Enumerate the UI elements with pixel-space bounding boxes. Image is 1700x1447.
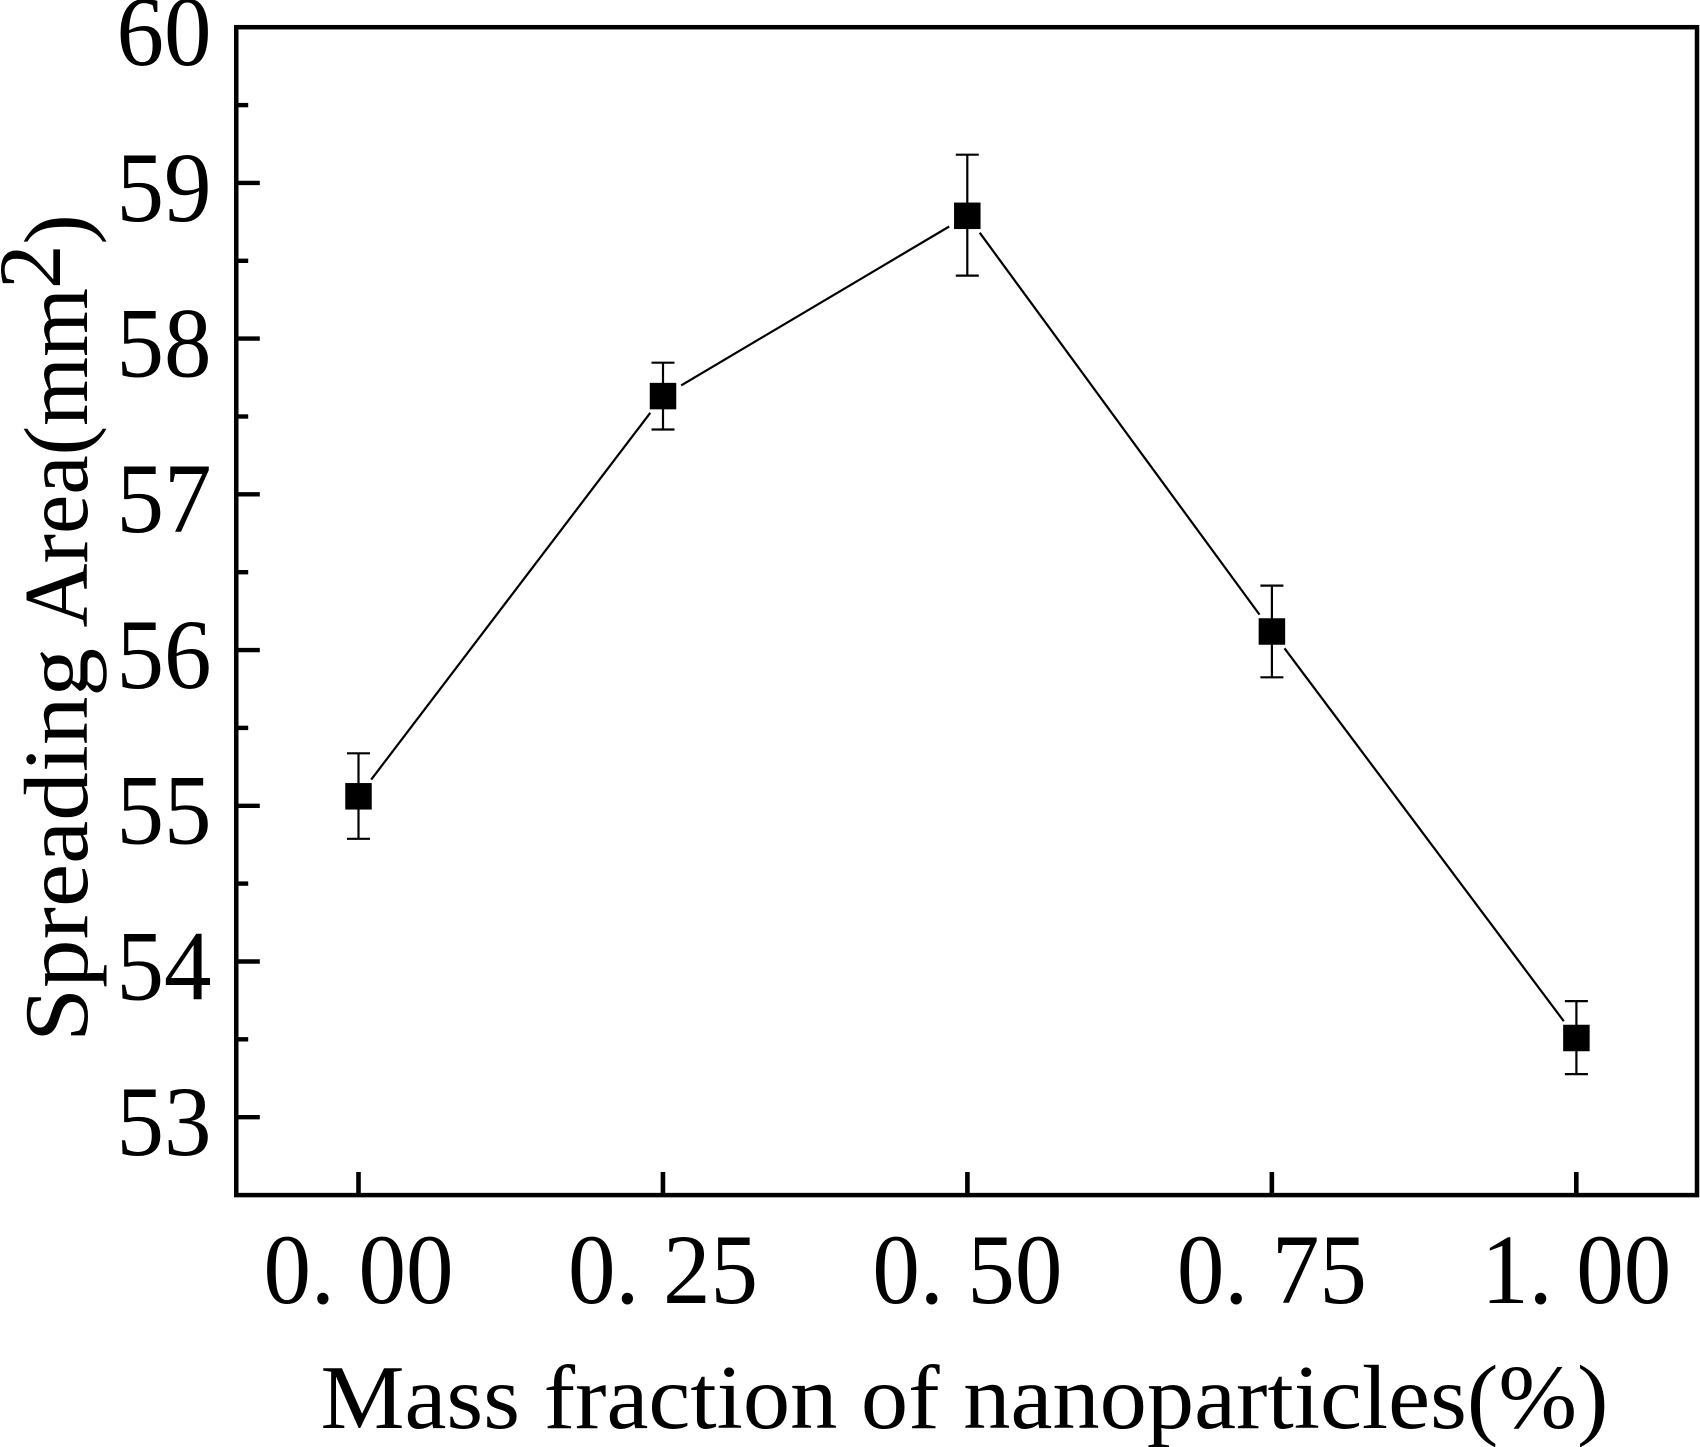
svg-text:0. 00: 0. 00 [264, 1214, 454, 1325]
svg-text:0. 75: 0. 75 [1177, 1214, 1367, 1325]
svg-text:1. 00: 1. 00 [1481, 1214, 1671, 1325]
svg-text:0. 50: 0. 50 [872, 1214, 1062, 1325]
svg-text:): ) [6, 214, 107, 244]
svg-text:Mass fraction of nanoparticles: Mass fraction of nanoparticles(%) [321, 1347, 1609, 1447]
svg-text:56: 56 [117, 599, 212, 710]
svg-text:2: 2 [0, 245, 80, 290]
svg-text:Spreading: Spreading [6, 648, 107, 1042]
svg-text:58: 58 [117, 288, 212, 399]
svg-text:60: 60 [117, 0, 212, 87]
svg-text:57: 57 [117, 443, 212, 554]
svg-text:59: 59 [117, 132, 212, 243]
svg-text:0. 25: 0. 25 [568, 1214, 758, 1325]
svg-text:54: 54 [117, 910, 212, 1021]
svg-text:Area(mm: Area(mm [6, 288, 107, 628]
svg-text:55: 55 [117, 755, 212, 866]
svg-text:53: 53 [117, 1066, 212, 1177]
